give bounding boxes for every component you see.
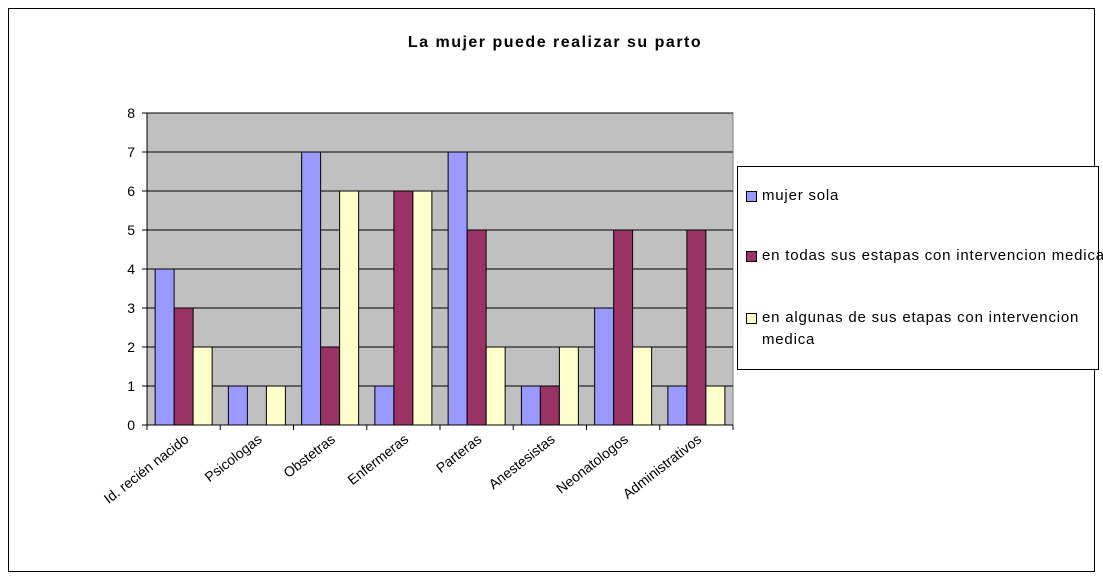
legend-swatch [746, 191, 757, 202]
bar [520, 385, 541, 426]
bar [301, 151, 322, 426]
legend: mujer sola en todas sus estapas con inter… [737, 166, 1103, 370]
bar [705, 385, 726, 426]
legend-swatch [746, 313, 757, 324]
legend-label: en todas sus estapas con intervencion me… [762, 247, 1103, 264]
y-tick-label: 8 [127, 105, 135, 121]
legend-swatch [746, 251, 757, 262]
bar [412, 190, 433, 426]
bar [320, 346, 341, 426]
y-tick-label: 1 [127, 378, 135, 394]
bar [393, 190, 414, 426]
y-tick-label: 7 [127, 144, 135, 160]
bar [466, 229, 487, 426]
bar [339, 190, 360, 426]
bar [173, 307, 194, 426]
bar [632, 346, 653, 426]
y-tick-label: 5 [127, 222, 135, 238]
bar [485, 346, 506, 426]
legend-item: en algunas de sus etapas con intervencio… [746, 307, 1103, 351]
y-tick-label: 6 [127, 183, 135, 199]
bar [686, 229, 707, 426]
legend-item: en todas sus estapas con intervencion me… [746, 245, 1103, 267]
bar [374, 385, 395, 426]
bar [154, 268, 175, 426]
legend-label: en algunas de sus etapas con intervencio… [762, 309, 1080, 348]
bar [539, 385, 560, 426]
y-tick-label: 4 [127, 261, 135, 277]
legend-label: mujer sola [762, 187, 840, 204]
bar [265, 385, 286, 426]
y-tick-label: 2 [127, 339, 135, 355]
bar [613, 229, 634, 426]
y-tick-label: 3 [127, 300, 135, 316]
bar [192, 346, 213, 426]
chart-title: La mujer puede realizar su parto [408, 34, 702, 51]
bar [558, 346, 579, 426]
bar [227, 385, 248, 426]
bar [447, 151, 468, 426]
bar [594, 307, 615, 426]
legend-item: mujer sola [746, 185, 1103, 207]
bar [667, 385, 688, 426]
y-tick-label: 0 [127, 417, 135, 433]
